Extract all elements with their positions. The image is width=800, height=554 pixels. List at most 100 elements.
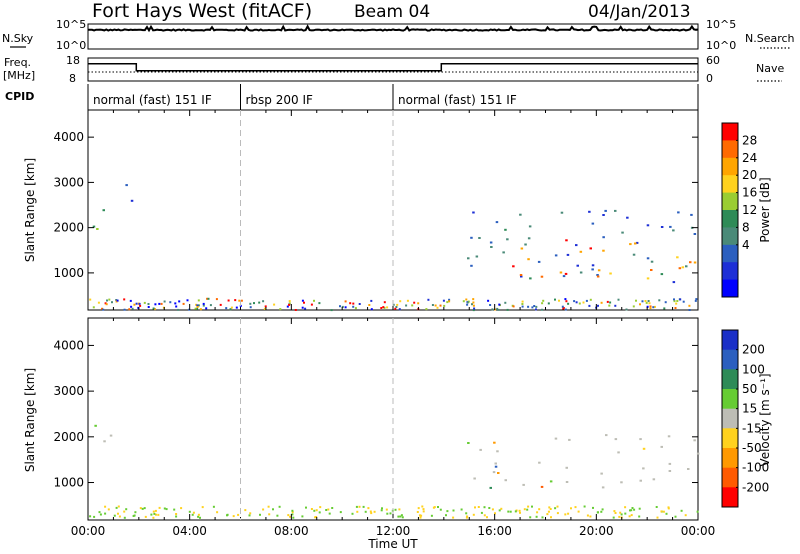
velocity-cell <box>173 508 176 511</box>
power-cell <box>681 266 685 269</box>
power-cell <box>694 299 697 302</box>
beam-title: Beam 04 <box>354 2 430 22</box>
velocity-cell <box>325 509 328 511</box>
power-cell <box>490 246 493 248</box>
power-cell <box>527 237 531 240</box>
power-cell <box>693 233 697 235</box>
power-cell <box>194 307 197 310</box>
velocity-cell <box>696 510 699 513</box>
velocity-cell <box>491 508 494 511</box>
velocity-cell <box>642 447 646 450</box>
power-cell <box>562 275 566 278</box>
power-cell <box>205 307 208 310</box>
x-tick-label: 16:00 <box>477 524 512 538</box>
power-cell <box>658 299 661 302</box>
velocity-cell <box>614 438 618 441</box>
velocity-cell <box>144 515 147 518</box>
power-cell <box>147 306 150 308</box>
velocity-cell <box>684 514 687 517</box>
power-cell <box>472 304 475 307</box>
velocity-cell <box>99 513 102 516</box>
power-cell <box>108 298 111 301</box>
velocity-cell <box>556 505 559 508</box>
velocity-cell <box>480 511 483 514</box>
colorbar-swatch <box>722 369 738 390</box>
power-cell <box>547 302 550 305</box>
velocity-cell <box>267 505 270 508</box>
velocity-cell <box>123 510 126 513</box>
power-cell <box>258 301 261 304</box>
power-cell <box>561 305 564 308</box>
power-data <box>89 184 698 312</box>
velocity-cell <box>386 512 389 515</box>
power-panel: 1000 2000 3000 4000 Slant Range [km] 28 24 20… <box>23 109 772 312</box>
power-cell <box>330 309 333 312</box>
power-cell <box>123 298 126 301</box>
velocity-cell <box>497 472 500 474</box>
velocity-cell <box>301 515 304 518</box>
power-cell <box>673 300 676 303</box>
velocity-cell <box>574 506 577 509</box>
cpid-segment-label: rbsp 200 IF <box>246 93 313 107</box>
power-cell <box>652 306 655 309</box>
power-cell <box>565 239 568 242</box>
power-cell <box>602 214 605 216</box>
power-cell <box>554 298 556 301</box>
velocity-cell <box>248 514 251 517</box>
velocity-cell <box>601 508 604 511</box>
power-cell <box>431 304 434 306</box>
power-cell <box>562 307 565 310</box>
velocity-cell <box>465 512 468 515</box>
velocity-cell <box>667 435 671 438</box>
power-cell <box>406 299 409 302</box>
power-cell <box>163 300 166 303</box>
power-cell <box>660 273 664 276</box>
power-cell <box>462 300 465 303</box>
power-cell <box>639 303 641 306</box>
power-cell <box>370 308 373 311</box>
power-cell <box>690 213 693 216</box>
date-title: 04/Jan/2013 <box>588 2 691 22</box>
velocity-cell <box>522 483 525 486</box>
velocity-cell <box>638 515 641 518</box>
power-cell <box>301 306 304 309</box>
velocity-cell <box>123 516 126 519</box>
power-cell <box>663 307 666 310</box>
velocity-cell <box>620 513 623 516</box>
power-cell <box>589 298 592 301</box>
velocity-panel: 1000 2000 3000 4000 Slant Range [km] 200 100… <box>23 317 772 521</box>
colorbar-tick-label: 20 <box>742 168 757 182</box>
velocity-cell <box>362 505 365 508</box>
y-tick-label: 4000 <box>53 338 84 352</box>
velocity-cell <box>452 516 455 519</box>
colorbar-tick-label: -200 <box>742 480 769 494</box>
velocity-cell <box>419 516 422 519</box>
velocity-cell <box>139 507 142 510</box>
velocity-cell <box>583 505 586 508</box>
colorbar-tick-label: 24 <box>742 151 757 165</box>
velocity-cell <box>445 514 447 517</box>
power-cell <box>497 308 500 311</box>
velocity-cell <box>488 507 491 509</box>
velocity-cell <box>310 508 313 510</box>
power-cell <box>512 305 515 308</box>
power-cell <box>92 225 96 228</box>
power-cell <box>478 237 481 239</box>
velocity-cell <box>479 448 482 451</box>
power-cell <box>533 305 536 307</box>
velocity-cell <box>157 513 160 516</box>
colorbar-swatch <box>722 262 738 281</box>
power-cell <box>541 308 543 311</box>
power-cell <box>238 299 241 302</box>
power-cell <box>465 298 468 301</box>
power-cell <box>498 303 501 306</box>
colorbar-swatch <box>722 140 738 159</box>
y-tick-label: 1000 <box>53 266 84 280</box>
nsky-tick-top: 10^5 <box>56 18 86 31</box>
power-cell <box>649 307 652 310</box>
power-cell <box>589 247 592 250</box>
velocity-cell <box>115 506 118 509</box>
velocity-cell <box>624 512 627 515</box>
power-cell <box>368 304 371 306</box>
power-cell <box>471 303 473 306</box>
